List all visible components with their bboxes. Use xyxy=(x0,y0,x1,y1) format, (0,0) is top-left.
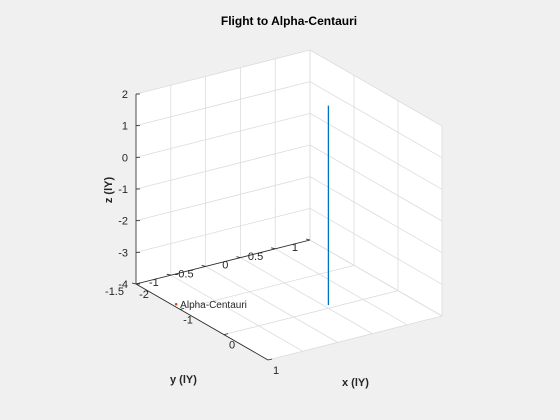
y-gridline-floor xyxy=(205,266,338,343)
x-tick-label: 1 xyxy=(273,365,279,377)
z-gridline-back xyxy=(309,176,443,254)
x-axis-line xyxy=(135,283,269,361)
x-gridline-floor xyxy=(267,315,443,361)
z-gridline-back xyxy=(309,144,443,222)
y-tick xyxy=(271,247,276,250)
z-tick-label: -4 xyxy=(118,279,128,291)
z-gridline-back xyxy=(309,207,443,285)
annotation-label: Alpha-Centauri xyxy=(180,300,247,311)
y-tick xyxy=(201,265,206,267)
z-axis-label: z (lY) xyxy=(103,177,115,204)
chart-title: Flight to Alpha-Centauri xyxy=(221,14,357,28)
z-gridline-side xyxy=(135,112,311,158)
z-gridline-side xyxy=(135,176,311,222)
y-gridline-floor xyxy=(275,248,408,326)
y-tick-label: 1 xyxy=(292,242,298,254)
y-tick-label: -1 xyxy=(149,277,159,289)
z-tick-label: -1 xyxy=(118,184,128,196)
z-tick-label: 0 xyxy=(122,152,128,164)
x-gridline-floor xyxy=(179,264,355,310)
y-tick xyxy=(236,256,241,258)
x-tick xyxy=(223,333,229,336)
z-gridline-back xyxy=(309,112,443,190)
y-tick xyxy=(305,238,311,241)
y-axis-label: y (lY) xyxy=(170,374,197,386)
y-gridline-floor xyxy=(240,257,373,334)
axes-panes xyxy=(136,50,442,360)
y-axis-line xyxy=(135,239,311,285)
z-gridline-side xyxy=(135,49,311,95)
z-gridline-side xyxy=(135,81,311,127)
y-tick-label: 0.5 xyxy=(248,251,263,263)
y-tick xyxy=(131,282,137,285)
z-gridline-side xyxy=(135,207,311,253)
z-gridline-side xyxy=(135,144,311,190)
y-tick-label: -0.5 xyxy=(175,268,194,280)
annotation-marker xyxy=(174,302,178,306)
z-tick-label: 2 xyxy=(122,89,128,101)
x-tick-label: 0 xyxy=(229,340,235,352)
y-gridline-floor xyxy=(170,274,303,352)
z-tick-label: 1 xyxy=(122,121,128,133)
x-tick xyxy=(179,307,185,310)
z-tick-label: -3 xyxy=(118,247,128,259)
z-gridline-back xyxy=(309,81,443,159)
y-tick-label: -1.5 xyxy=(105,286,124,298)
z-gridline-back xyxy=(309,239,443,317)
z-tick-label: -2 xyxy=(118,216,128,228)
x-tick xyxy=(267,358,273,361)
z-gridline-back xyxy=(309,49,443,127)
x-gridline-floor xyxy=(223,290,399,336)
annotations: Alpha-Centauri xyxy=(174,300,247,311)
x-axis-label: x (lY) xyxy=(342,377,369,389)
y-tick-label: 0 xyxy=(222,260,228,272)
y-tick xyxy=(166,273,171,276)
x-tick-label: -2 xyxy=(139,289,149,301)
x-tick-label: -1 xyxy=(183,314,193,326)
